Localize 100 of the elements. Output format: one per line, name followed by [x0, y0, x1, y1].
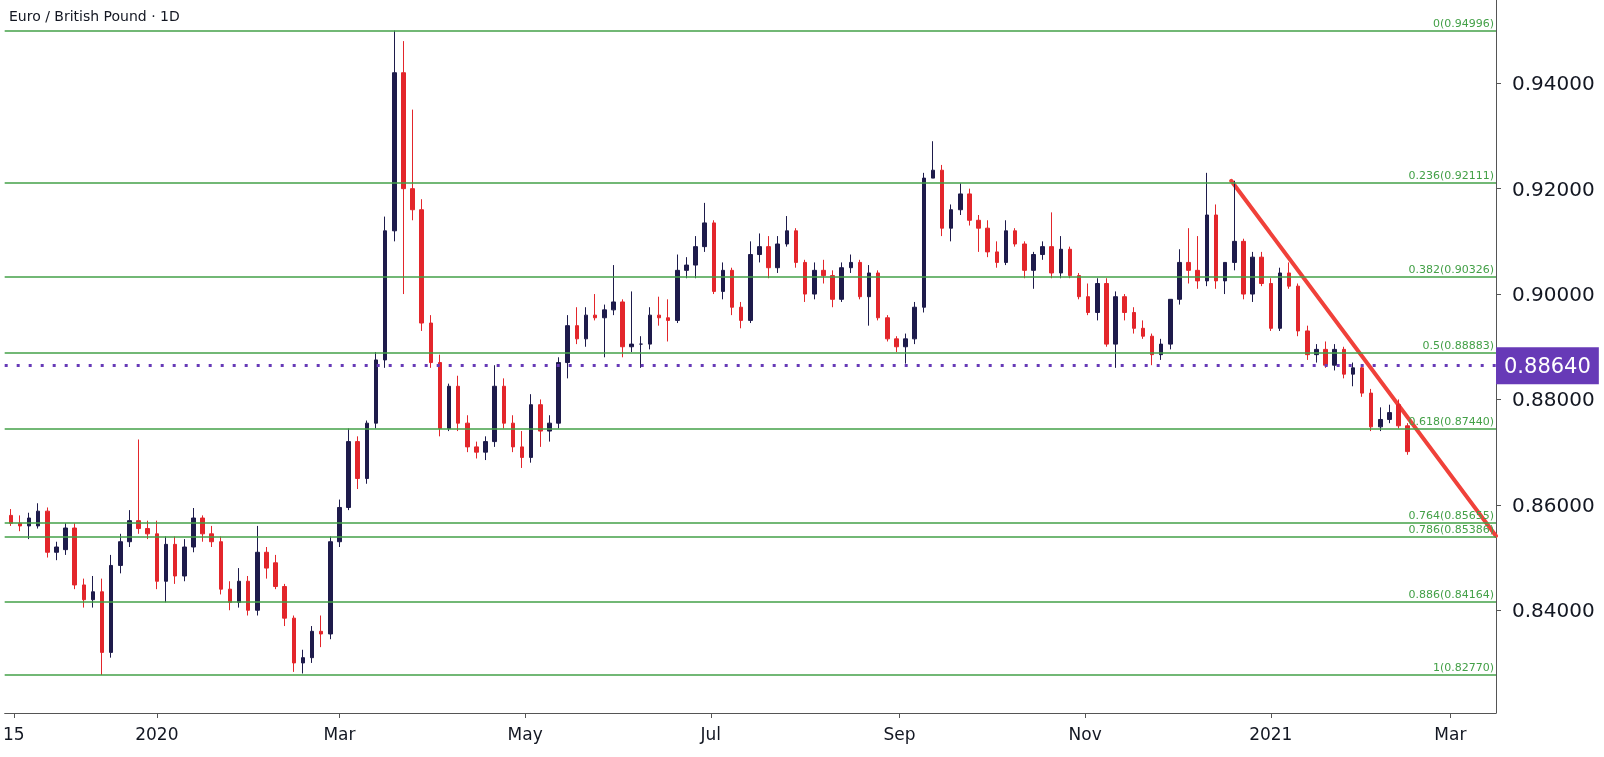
- candlestick: [155, 520, 159, 590]
- candlestick: [766, 235, 771, 279]
- candlestick: [237, 567, 241, 609]
- candlestick: [246, 575, 250, 617]
- candlestick: [173, 535, 177, 585]
- text: Euro / British Pound · 1D: [9, 8, 180, 24]
- candlestick: [885, 314, 890, 342]
- candlestick: [1232, 180, 1237, 271]
- candlestick: [712, 219, 716, 295]
- candlestick: [1259, 251, 1264, 287]
- y-tick-label: 0.90000: [1512, 282, 1595, 307]
- candlestick: [328, 535, 333, 640]
- candlestick: [684, 256, 689, 279]
- candlestick: [1040, 240, 1045, 261]
- candlestick: [72, 522, 77, 590]
- candlestick: [456, 375, 460, 432]
- candlestick: [995, 240, 999, 269]
- candlestick: [949, 203, 953, 242]
- candlestick: [757, 232, 762, 263]
- candlestick: [1405, 422, 1410, 456]
- candlestick: [1351, 362, 1355, 387]
- x-tick-label: Mar: [323, 723, 356, 744]
- candlestick: [392, 30, 397, 242]
- candlestick: [319, 615, 323, 648]
- candlestick: [292, 615, 296, 673]
- candlestick: [1369, 388, 1373, 432]
- candlestick: [1205, 172, 1209, 287]
- candlestick: [182, 538, 187, 582]
- candlestick: [1241, 238, 1246, 300]
- candlestick: [575, 306, 579, 345]
- candlestick: [940, 164, 944, 237]
- candlestick: [639, 335, 643, 369]
- candlestick: [1004, 219, 1008, 266]
- candlestick: [82, 578, 86, 609]
- candlestick: [136, 439, 141, 535]
- candlestick: [118, 533, 123, 574]
- candlestick: [1095, 277, 1100, 321]
- candlestick: [1013, 227, 1017, 248]
- candlestick: [876, 269, 880, 321]
- candlestick: [1122, 293, 1127, 321]
- candlestick: [785, 215, 789, 248]
- candlestick: [1269, 277, 1273, 332]
- candlestick: [401, 40, 406, 295]
- candlestick: [365, 420, 369, 485]
- candlestick: [858, 259, 862, 300]
- candlestick: [1113, 290, 1118, 369]
- candlestick: [584, 306, 588, 348]
- candlestick: [629, 290, 634, 353]
- x-tick-label: 2021: [1249, 723, 1293, 744]
- candlestick: [429, 314, 433, 369]
- candlestick: [310, 625, 314, 664]
- x-tick-label: 2020: [135, 723, 179, 744]
- candlestick: [1077, 272, 1081, 300]
- candlestick: [511, 414, 515, 453]
- candlestick: [447, 383, 451, 432]
- x-tick-label: Mar: [1434, 723, 1467, 744]
- candlestick: [1132, 306, 1136, 335]
- candlestick: [675, 254, 680, 324]
- candlestick: [1396, 398, 1401, 429]
- candlestick: [730, 267, 734, 316]
- candlestick: [374, 351, 378, 429]
- candlestick: [1059, 235, 1063, 279]
- candlestick: [1195, 235, 1200, 290]
- candlestick: [1104, 277, 1109, 348]
- candlestick: [273, 554, 278, 590]
- candlestick: [109, 554, 113, 659]
- candlestick: [164, 535, 168, 603]
- candlestick: [1049, 211, 1054, 279]
- candlestick: [565, 314, 570, 379]
- candlestick: [301, 649, 305, 674]
- candlestick: [602, 304, 607, 358]
- candlestick: [63, 522, 68, 556]
- candlestick: [474, 441, 479, 459]
- candlestick: [1022, 240, 1027, 279]
- candlestick: [849, 254, 853, 274]
- candlestick: [346, 427, 351, 511]
- candlestick: [538, 398, 543, 448]
- candlestick: [985, 219, 990, 258]
- ref-line-label: 0.236(0.92111): [1408, 168, 1494, 182]
- x-tick-label: Nov: [1068, 723, 1102, 744]
- x-tick-label: Sep: [883, 723, 916, 744]
- candlestick: [748, 240, 753, 324]
- candlestick: [383, 216, 387, 369]
- candlestick: [611, 264, 616, 316]
- candlestick: [657, 296, 661, 327]
- candlestick: [593, 293, 597, 321]
- candlestick: [1223, 261, 1227, 295]
- candlestick: [1360, 364, 1364, 398]
- candlestick: [145, 520, 150, 540]
- candlestick: [912, 301, 917, 345]
- candlestick: [1305, 325, 1310, 361]
- y-tick-label: 0.86000: [1512, 492, 1595, 517]
- candlestick: [1068, 246, 1072, 279]
- candlestick: [219, 535, 223, 595]
- candlestick: [438, 354, 442, 437]
- candlestick: [1168, 298, 1173, 350]
- candlestick: [492, 364, 497, 448]
- candlestick: [903, 333, 908, 365]
- candlestick: [1296, 283, 1300, 337]
- candlestick: [502, 377, 506, 429]
